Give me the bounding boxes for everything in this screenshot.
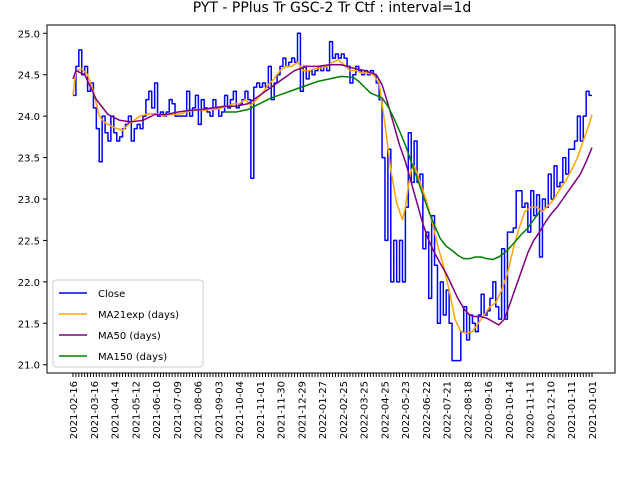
- x-tick-label: 2021-08-06: [194, 381, 205, 439]
- legend-box: [52, 279, 204, 368]
- plot-area: [72, 32, 593, 362]
- series-line-ma50-days: [72, 64, 593, 326]
- x-tick-label: 2021-07-09: [173, 381, 184, 439]
- x-tick-label: 2021-11-30: [277, 381, 288, 439]
- y-tick-label: 24.0: [18, 112, 40, 123]
- x-tick-marks: [72, 373, 593, 377]
- x-tick-label: 2020-11-11: [526, 381, 537, 439]
- legend-label-ma21exp-days: MA21exp (days): [98, 310, 179, 321]
- y-tick-label: 21.5: [18, 319, 40, 330]
- x-tick-label: 2021-03-16: [90, 381, 101, 439]
- x-tick-label: 2022-05-23: [401, 381, 412, 439]
- x-tick-label: 2021-01-01: [588, 381, 599, 439]
- y-tick-label: 25.0: [18, 29, 40, 40]
- y-tick-label: 21.0: [18, 361, 40, 372]
- x-tick-label: 2021-06-10: [152, 381, 163, 439]
- series-group: [72, 32, 593, 362]
- x-tick-label: 2021-10-04: [235, 381, 246, 439]
- x-tick-label: 2022-01-27: [318, 381, 329, 439]
- x-tick-label: 2020-10-14: [505, 381, 516, 439]
- x-tick-label: 2022-03-25: [360, 381, 371, 439]
- x-tick-label: 2022-08-18: [463, 381, 474, 439]
- chart-title: PYT - PPlus Tr GSC-2 Tr Ctf : interval=1…: [193, 0, 472, 16]
- legend-label-ma50-days: MA50 (days): [98, 331, 161, 342]
- x-tick-label: 2021-01-11: [567, 381, 578, 439]
- y-tick-label: 23.0: [18, 195, 40, 206]
- legend-label-close: Close: [98, 289, 125, 300]
- x-tick-label: 2021-04-14: [111, 381, 122, 439]
- legend: Close MA21exp (days) MA50 (days) MA150 (day…: [52, 279, 204, 368]
- y-tick-label: 23.5: [18, 154, 40, 165]
- series-line-close: [73, 32, 592, 362]
- x-tick-label: 2021-09-03: [214, 381, 225, 439]
- x-tick-label: 2020-09-16: [484, 381, 495, 439]
- y-tick-label: 24.5: [18, 71, 40, 82]
- x-tick-label: 2021-11-01: [256, 381, 267, 439]
- x-tick-label: 2022-02-25: [339, 381, 350, 439]
- y-tick-label: 22.0: [18, 278, 40, 289]
- y-tick-label: 22.5: [18, 236, 40, 247]
- series-line-ma150-days: [224, 75, 541, 261]
- legend-label-ma150-days: MA150 (days): [98, 352, 167, 363]
- x-tick-label: 2020-12-10: [547, 381, 558, 439]
- x-tick-label: 2021-12-29: [297, 381, 308, 439]
- x-tick-label: 2021-05-12: [131, 381, 142, 439]
- x-tick-label: 2022-06-22: [422, 381, 433, 439]
- x-tick-label: 2022-07-21: [443, 381, 454, 439]
- x-tick-label: 2022-04-25: [380, 381, 391, 439]
- x-tick-label: 2021-02-16: [69, 381, 80, 439]
